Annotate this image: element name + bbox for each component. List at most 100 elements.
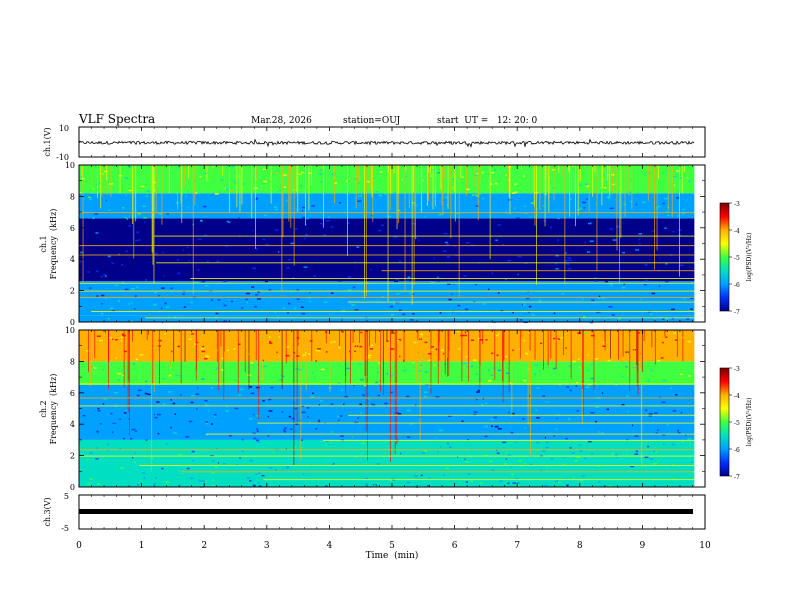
spectrogram-speckle xyxy=(241,450,244,453)
spectrogram-speckle xyxy=(177,345,180,348)
spectrogram-speckle xyxy=(495,239,498,241)
spectrogram-speckle xyxy=(218,189,221,191)
spectrogram-speckle xyxy=(587,170,589,172)
spectrogram-speckle xyxy=(270,472,272,474)
spectrogram-speckle xyxy=(103,398,108,400)
spectrogram-speckle xyxy=(245,298,249,301)
spectrogram-speckle xyxy=(249,480,252,482)
spectrogram-sferic xyxy=(539,165,541,210)
spectrogram-speckle xyxy=(550,226,552,229)
spectrogram-line xyxy=(79,254,695,256)
spectrogram-speckle xyxy=(311,231,314,234)
spectrogram-speckle xyxy=(125,194,127,196)
spectrogram-speckle xyxy=(143,208,145,210)
xtick-label: 10 xyxy=(699,541,711,551)
spectrogram-sferic xyxy=(633,330,635,371)
spectrogram-speckle xyxy=(572,165,574,167)
spectrogram-speckle xyxy=(605,180,608,182)
spectrogram-sferic xyxy=(682,330,684,362)
spectrogram-speckle xyxy=(155,253,158,255)
spectrogram-speckle xyxy=(187,206,190,209)
spectrogram-speckle xyxy=(602,345,606,347)
spectrogram-sferic xyxy=(153,165,155,285)
spectrogram-speckle xyxy=(80,191,82,194)
spectrogram-speckle xyxy=(447,283,451,285)
spectrogram-speckle xyxy=(650,313,653,315)
spectrogram-speckle xyxy=(649,215,651,218)
spectrogram-speckle xyxy=(280,374,283,377)
spectrogram-speckle xyxy=(288,425,292,427)
spectrogram-speckle xyxy=(294,407,298,410)
spectrogram-sferic xyxy=(604,165,606,183)
spectrogram-speckle xyxy=(135,239,139,242)
spectrogram-speckle xyxy=(642,223,647,225)
spectrogram-speckle xyxy=(79,260,82,263)
spectrogram-speckle xyxy=(556,339,558,341)
spectrogram-speckle xyxy=(263,180,266,183)
spectrogram-speckle xyxy=(231,271,234,274)
spectrogram-sferic xyxy=(352,330,354,343)
spectrogram-speckle xyxy=(595,280,598,282)
spectrogram-speckle xyxy=(463,334,467,337)
spectrogram-speckle xyxy=(398,169,403,172)
spectrogram-speckle xyxy=(591,452,594,455)
spectrogram-speckle xyxy=(331,292,334,294)
spectrogram-speckle xyxy=(476,221,479,224)
spectrogram-speckle xyxy=(356,246,360,248)
spectrogram-speckle xyxy=(626,395,629,397)
spectrogram-speckle xyxy=(615,225,620,228)
spectrogram-speckle xyxy=(687,340,691,343)
spectrogram-speckle xyxy=(580,479,584,482)
spectrogram-speckle xyxy=(431,268,434,271)
spectrogram-speckle xyxy=(577,332,581,334)
spectrogram-speckle xyxy=(591,299,595,302)
spectrogram-speckle xyxy=(136,394,140,397)
spectrogram-speckle xyxy=(568,365,571,368)
spectrogram-speckle xyxy=(279,267,281,269)
spectrogram-speckle xyxy=(311,205,315,207)
spectrogram-speckle xyxy=(569,389,572,392)
spectrogram-speckle xyxy=(496,249,500,252)
spectrogram-sferic xyxy=(321,165,323,171)
spectrogram-speckle xyxy=(586,185,590,187)
spectrogram-speckle xyxy=(246,292,250,295)
spectrogram-speckle xyxy=(301,306,304,308)
spectrogram-speckle xyxy=(168,232,172,234)
spectrogram-speckle xyxy=(223,350,226,352)
spectrogram-speckle xyxy=(170,426,173,429)
spectrogram-speckle xyxy=(603,175,605,177)
spectrogram-speckle xyxy=(389,480,393,482)
spectrogram-speckle xyxy=(147,393,151,396)
spectrogram-speckle xyxy=(485,339,488,341)
spectrogram-sferic xyxy=(650,165,652,190)
spectrogram-speckle xyxy=(130,438,133,440)
spectrogram-speckle xyxy=(126,218,129,220)
spectrogram-speckle xyxy=(463,362,467,365)
spectrogram-speckle xyxy=(670,237,672,239)
spectrogram-speckle xyxy=(239,457,241,459)
spectrogram-speckle xyxy=(551,187,554,189)
spectrogram-speckle xyxy=(378,384,381,386)
spectrogram-speckle xyxy=(682,304,685,307)
spectrogram-speckle xyxy=(252,432,256,435)
spectrogram-sferic xyxy=(607,165,609,191)
spectrogram-sferic xyxy=(398,165,400,224)
spectrogram-speckle xyxy=(215,367,219,369)
spectrogram-speckle xyxy=(388,215,391,218)
spectrogram-speckle xyxy=(171,169,175,171)
spectrogram-speckle xyxy=(638,233,642,235)
spectrogram-speckle xyxy=(331,250,334,252)
spectrogram-speckle xyxy=(326,440,329,442)
spectrogram-speckle xyxy=(239,388,244,391)
spectrogram-sferic xyxy=(270,165,272,204)
spectrogram-speckle xyxy=(390,391,393,394)
spectrogram-speckle xyxy=(137,389,142,392)
spectrogram-speckle xyxy=(430,281,435,284)
spectrogram-speckle xyxy=(330,403,334,405)
spectrogram-sferic xyxy=(527,330,529,425)
spectrogram-sferic xyxy=(415,165,416,240)
spectrogram-speckle xyxy=(264,280,268,283)
spectrogram-speckle xyxy=(454,271,458,273)
spectrogram-speckle xyxy=(365,483,369,485)
spectrogram-sferic xyxy=(383,330,384,396)
